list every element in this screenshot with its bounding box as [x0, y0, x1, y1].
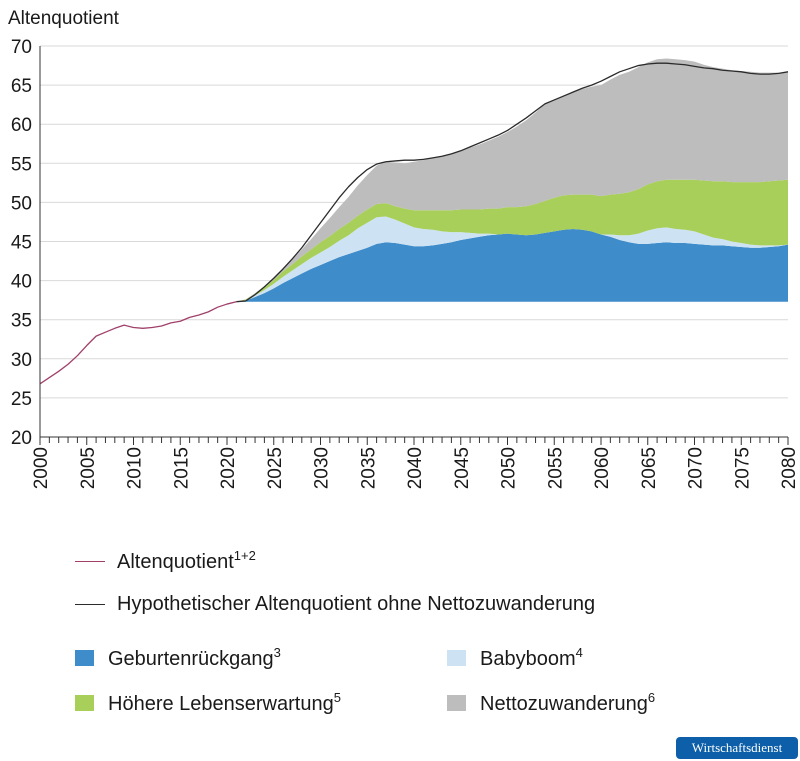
legend-label-nettozuwanderung: Nettozuwanderung6 [480, 690, 655, 716]
legend-swatch-nettozuwanderung [447, 695, 466, 711]
y-tick-label-65: 65 [11, 76, 32, 97]
y-tick-label-35: 35 [11, 311, 32, 332]
legend-note-altenquotient: 1+2 [233, 548, 256, 563]
x-tick-label-2020: 2020 [218, 447, 239, 489]
x-tick-label-2045: 2045 [452, 447, 473, 489]
x-tick-label-2075: 2075 [732, 447, 753, 489]
legend-text-geburtenrueckgang: Geburtenrückgang [108, 648, 274, 670]
legend-label-babyboom: Babyboom4 [480, 645, 583, 671]
y-tick-label-20: 20 [11, 428, 32, 449]
legend-text-altenquotient: Altenquotient [117, 551, 234, 573]
area-babyboom [236, 216, 789, 302]
x-tick-labels: 2000 2005 2010 2015 2020 2025 2030 2035 2040 2045… [31, 447, 800, 489]
x-tick-label-2010: 2010 [125, 447, 146, 489]
y-tick-labels: 20 25 30 35 40 45 50 55 60 65 70 [11, 37, 32, 449]
y-tick-label-25: 25 [11, 389, 32, 410]
legend-item-geburtenrueckgang: Geburtenrückgang3 [75, 645, 281, 671]
x-tick-label-2060: 2060 [592, 447, 613, 489]
x-tick-label-2030: 2030 [312, 447, 333, 489]
legend-swatch-babyboom [447, 650, 466, 666]
legend-item-babyboom: Babyboom4 [447, 645, 583, 671]
legend-item-nettozuwanderung: Nettozuwanderung6 [447, 690, 655, 716]
y-tick-label-45: 45 [11, 233, 32, 254]
line-ohne-nettozuwanderung [236, 62, 789, 303]
legend-swatch-ohne-nettozuwanderung [75, 604, 105, 605]
legend-label-hoehere-lebenserwartung: Höhere Lebenserwartung5 [108, 690, 341, 716]
legend-text-nettozuwanderung: Nettozuwanderung [480, 693, 648, 715]
stacked-areas [236, 58, 789, 302]
legend-note-nettozuwanderung: 6 [647, 690, 656, 705]
legend-item-hoehere-lebenserwartung: Höhere Lebenserwartung5 [75, 690, 341, 716]
x-tick-label-2005: 2005 [78, 447, 99, 489]
area-nettozuwanderung [236, 58, 789, 302]
publisher-badge: Wirtschaftsdienst [676, 737, 798, 759]
y-tick-label-40: 40 [11, 272, 32, 293]
series-lines [39, 62, 789, 385]
x-tick-label-2035: 2035 [358, 447, 379, 489]
y-tick-label-60: 60 [11, 115, 32, 136]
legend-note-hoehere-lebenserwartung: 5 [333, 690, 341, 705]
y-axis-title: Altenquotient [8, 8, 120, 29]
x-tick-label-2015: 2015 [171, 447, 192, 489]
x-tick-label-2070: 2070 [686, 447, 707, 489]
legend-swatch-altenquotient [75, 560, 105, 562]
y-tick-label-70: 70 [11, 37, 32, 58]
x-tick-label-2040: 2040 [405, 447, 426, 489]
legend-swatch-hoehere-lebenserwartung [75, 695, 94, 711]
area-geburtenrueckgang [236, 228, 789, 302]
legend-label-altenquotient: Altenquotient1+2 [117, 548, 256, 574]
legend-note-geburtenrueckgang: 3 [273, 645, 281, 660]
y-tick-label-30: 30 [11, 350, 32, 371]
area-hoehere-lebenserwartung [236, 179, 789, 302]
x-tick-label-2050: 2050 [499, 447, 520, 489]
legend-text-babyboom: Babyboom [480, 648, 576, 670]
x-tick-label-2025: 2025 [265, 447, 286, 489]
legend-label-geburtenrueckgang: Geburtenrückgang3 [108, 645, 281, 671]
axes [39, 46, 789, 445]
legend-label-ohne-nettozuwanderung: Hypothetischer Altenquotient ohne Nettoz… [117, 593, 596, 615]
legend-note-babyboom: 4 [575, 645, 583, 660]
y-tick-label-50: 50 [11, 193, 32, 214]
x-tick-label-2080: 2080 [779, 447, 800, 489]
legend-item-altenquotient: Altenquotient1+2 [75, 548, 256, 574]
y-tick-label-55: 55 [11, 154, 32, 175]
legend-swatch-geburtenrueckgang [75, 650, 94, 666]
x-tick-label-2065: 2065 [639, 447, 660, 489]
legend-item-ohne-nettozuwanderung: Hypothetischer Altenquotient ohne Nettoz… [75, 593, 595, 616]
x-tick-label-2000: 2000 [31, 447, 52, 489]
line-altenquotient [39, 301, 237, 385]
legend-text-hoehere-lebenserwartung: Höhere Lebenserwartung [108, 693, 334, 715]
x-tick-label-2055: 2055 [545, 447, 566, 489]
